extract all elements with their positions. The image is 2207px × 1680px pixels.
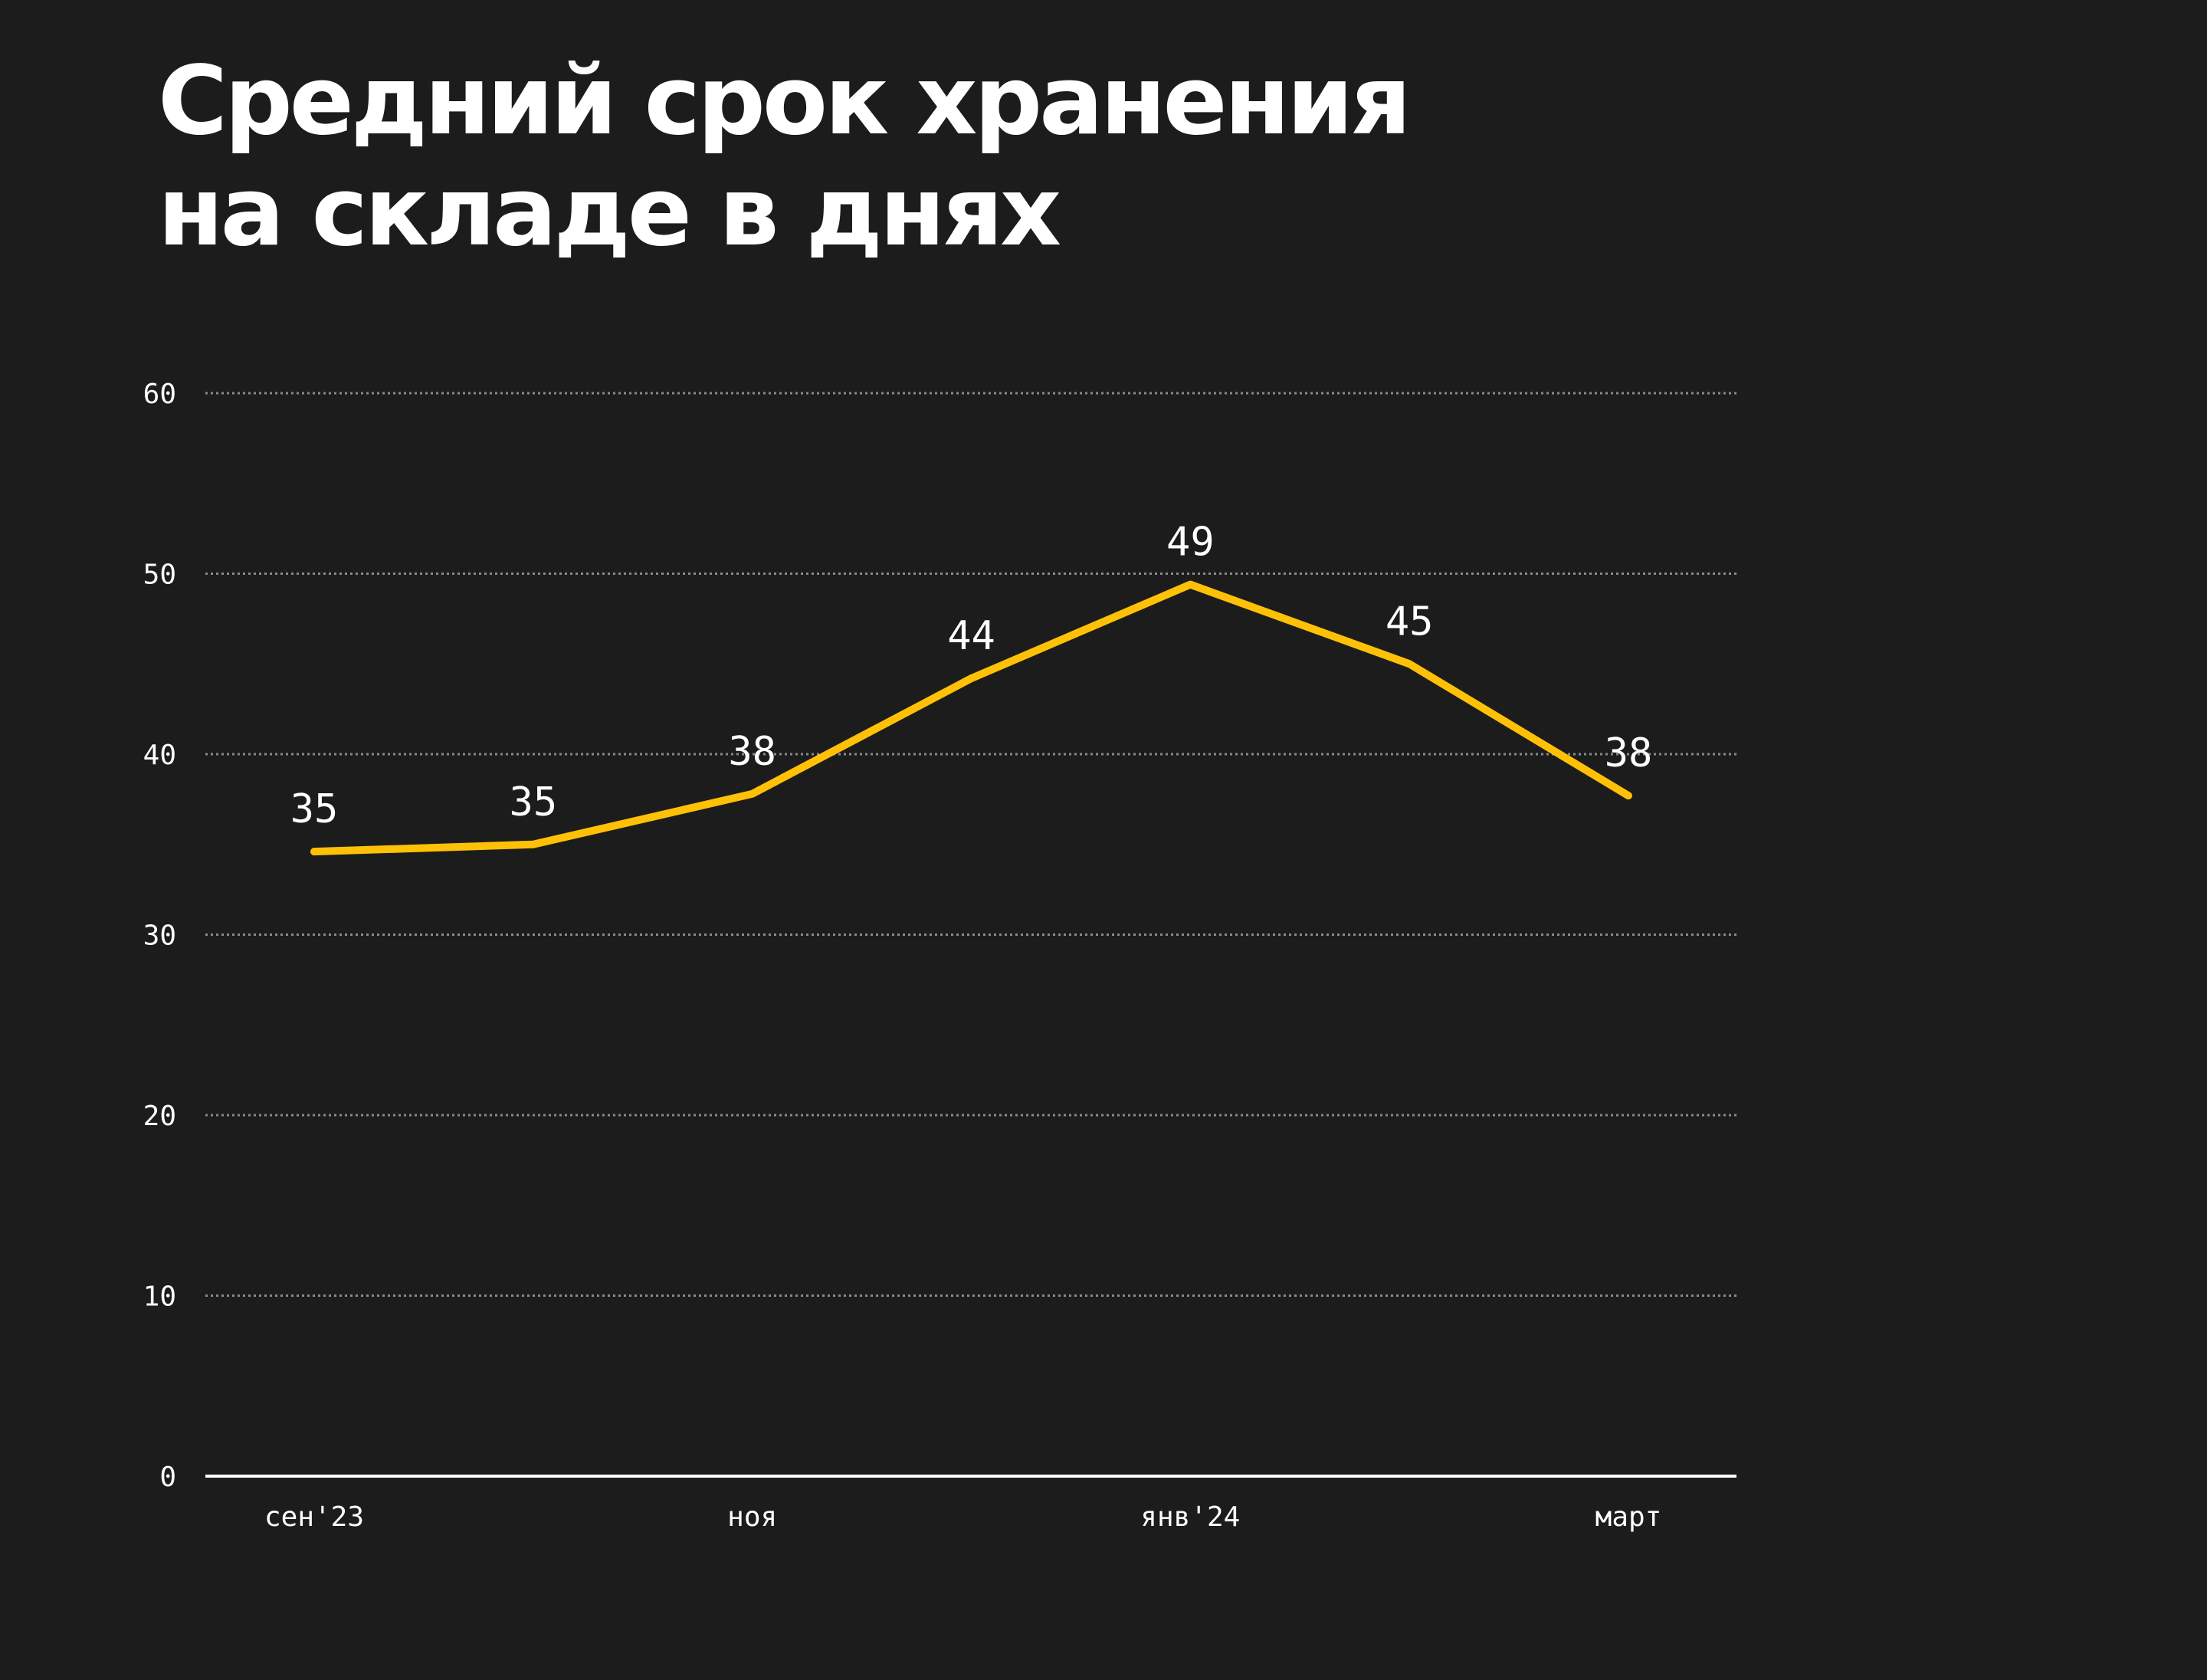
data-label: 35 [290, 786, 339, 832]
y-tick-label: 40 [143, 740, 176, 771]
x-tick-label: сен'23 [264, 1501, 364, 1533]
data-label: 38 [1605, 730, 1653, 776]
y-tick-label: 20 [143, 1101, 176, 1132]
series-line [310, 580, 1632, 856]
data-label: 35 [510, 779, 558, 825]
data-label: 45 [1386, 599, 1434, 645]
y-tick-label: 10 [143, 1281, 176, 1313]
data-label: 49 [1166, 520, 1215, 566]
chart-title-line-2: на складе в днях [158, 157, 1061, 267]
data-labels: 35 35 38 44 49 45 38 [290, 520, 1653, 833]
y-tick-label: 50 [143, 559, 176, 591]
x-tick-label: ноя [727, 1501, 777, 1533]
x-tick-label: янв'24 [1140, 1501, 1240, 1533]
chart-title: Средний срок хранения на складе в днях [158, 46, 1844, 268]
y-axis: 0 10 20 30 40 50 60 [143, 379, 176, 1493]
y-tick-label: 0 [159, 1462, 176, 1493]
data-label: 38 [728, 729, 776, 775]
data-label: 44 [947, 613, 995, 659]
y-tick-label: 30 [143, 920, 176, 952]
y-tick-label: 60 [143, 379, 176, 410]
x-tick-label: март [1595, 1501, 1662, 1533]
chart-title-line-1: Средний срок хранения [158, 46, 1412, 156]
x-axis: сен'23 ноя янв'24 март [264, 1501, 1661, 1533]
